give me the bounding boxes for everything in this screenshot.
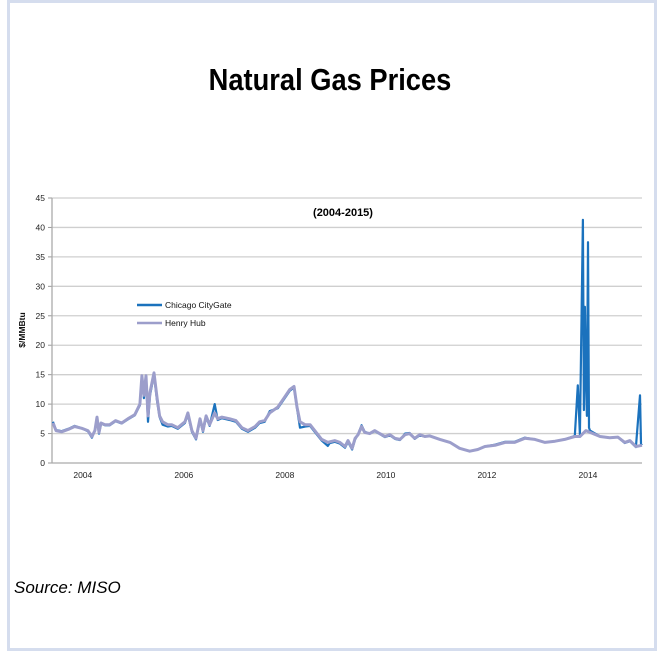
x-tick-label-2006: 2006	[174, 470, 193, 480]
x-tick-label-2004: 2004	[73, 470, 92, 480]
y-tick-label-5: 5	[40, 429, 45, 439]
series-line-chicago-citygate	[51, 218, 643, 453]
y-tick-label-35: 35	[36, 252, 46, 262]
axes: 0 5 10 15 20 25 30 35 40 45 2004 2006 2008 2010 2012 20…	[36, 193, 642, 480]
page-title: Natural Gas Prices	[208, 62, 452, 97]
y-tick-label-45: 45	[36, 193, 46, 203]
y-tick-label-25: 25	[36, 311, 46, 321]
x-tick-label-2008: 2008	[275, 470, 294, 480]
x-tick-label-2012: 2012	[477, 470, 496, 480]
y-tick-label-0: 0	[40, 458, 45, 468]
series-line-henry-hub	[51, 371, 643, 453]
series-lines	[51, 218, 643, 453]
y-axis-label: $/MMBtu	[17, 312, 27, 347]
y-tick-label-10: 10	[36, 399, 46, 409]
x-tick-label-2014: 2014	[578, 470, 597, 480]
chart-subtitle: (2004-2015)	[313, 207, 373, 219]
y-tick-label-20: 20	[36, 340, 46, 350]
source-note: Source: MISO	[14, 578, 121, 597]
x-tick-label-2010: 2010	[376, 470, 395, 480]
y-tick-label-40: 40	[36, 222, 46, 232]
legend-label-chicago: Chicago CityGate	[165, 300, 232, 310]
legend: Chicago CityGate Henry Hub	[137, 300, 232, 328]
legend-label-henry-hub: Henry Hub	[165, 318, 206, 328]
y-tick-label-30: 30	[36, 281, 46, 291]
y-tick-label-15: 15	[36, 370, 46, 380]
figure-frame	[7, 0, 657, 651]
